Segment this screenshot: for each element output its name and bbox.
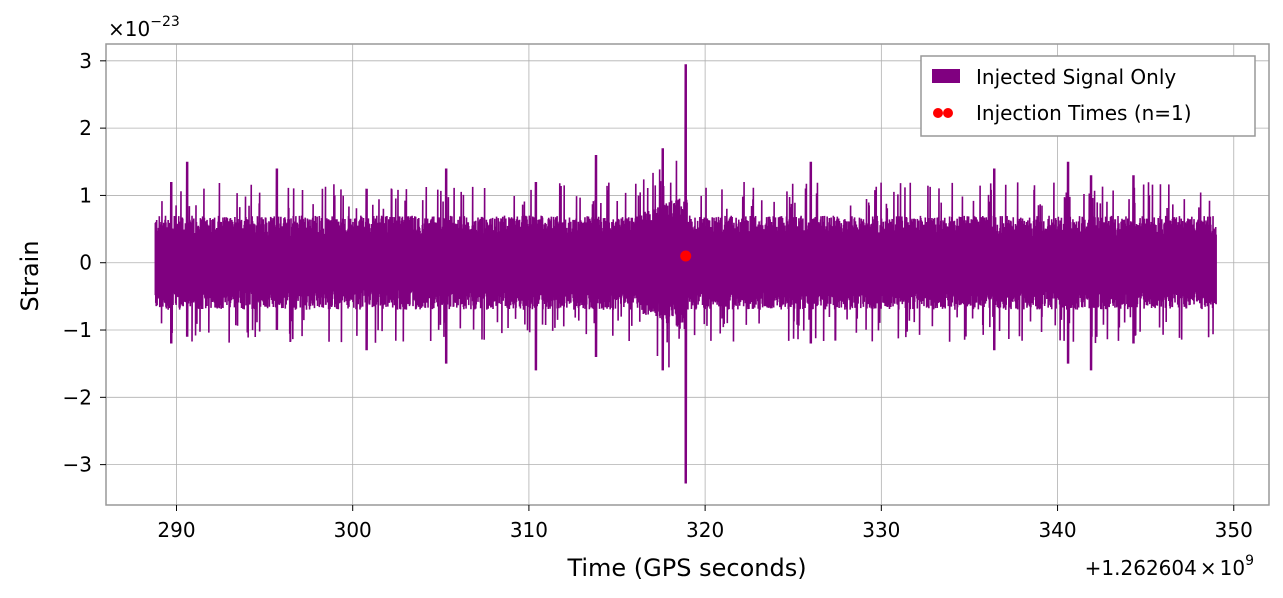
legend-swatch-signal [932, 69, 960, 83]
x-tick-label: 290 [157, 518, 195, 542]
x-axis-label: Time (GPS seconds) [566, 554, 806, 582]
legend-marker-injection-right [943, 108, 953, 118]
legend-label-injection: Injection Times (n=1) [976, 101, 1192, 125]
plot-area [154, 64, 1217, 484]
x-tick-label: 320 [686, 518, 724, 542]
legend: Injected Signal Only Injection Times (n=… [920, 55, 1256, 137]
x-tick-label: 340 [1038, 518, 1076, 542]
y-tick-label: −1 [63, 318, 92, 342]
plot-frame [105, 43, 1270, 506]
legend-marker-injection-left [933, 108, 943, 118]
y-tick-label: 1 [79, 183, 92, 207]
x-offset-times: × [1200, 556, 1217, 580]
y-tick-label: −2 [63, 385, 92, 409]
y-multiplier-label: ×10−23 [108, 14, 180, 41]
legend-box [920, 55, 1256, 137]
injection-time-point [680, 250, 692, 262]
legend-label-signal: Injected Signal Only [976, 65, 1176, 89]
x-offset-prefix: +1.262604 [1085, 556, 1197, 580]
y-tick-label: 2 [79, 116, 92, 140]
y-axis-label: Strain [16, 240, 44, 311]
y-multiplier-exponent: −23 [150, 14, 180, 30]
series-injected-signal-line [154, 64, 1217, 484]
y-tick-label: 3 [79, 49, 92, 73]
y-multiplier-times: × [108, 17, 125, 41]
x-tick-label: 310 [510, 518, 548, 542]
x-tick-label: 330 [862, 518, 900, 542]
x-tick-label: 300 [334, 518, 372, 542]
axis-ticks: 290 300 310 320 330 340 350 −3 −2 −1 0 1 2 3 [63, 49, 1253, 542]
y-tick-label: 0 [79, 251, 92, 275]
x-offset-label: +1.262604 × 109 [1085, 553, 1254, 580]
x-offset-base: 10 [1220, 556, 1245, 580]
x-offset-exponent: 9 [1245, 553, 1254, 569]
x-tick-label: 350 [1215, 518, 1253, 542]
y-tick-label: −3 [63, 453, 92, 477]
y-multiplier-base: 10 [125, 17, 150, 41]
